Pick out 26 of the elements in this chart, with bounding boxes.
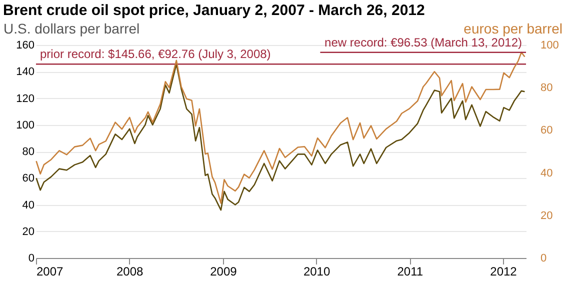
y2-axis-title: euros per barrel: [464, 20, 562, 36]
y2-tick-label: 100: [540, 40, 559, 52]
y2-tick-label: 40: [540, 167, 553, 180]
ref-line-label: new record: €96.53 (March 13, 2012): [324, 35, 522, 50]
ref-line-label: prior record: $145.66, €92.76 (July 3, 2008): [40, 47, 271, 62]
y-axis-title: U.S. dollars per barrel: [4, 20, 140, 36]
x-tick-label: 2010: [303, 264, 330, 278]
y-tick-label: 20: [22, 226, 34, 238]
y-tick-label: 0: [28, 252, 34, 264]
y-tick-label: 120: [16, 92, 34, 105]
y2-tick-label: 20: [540, 210, 553, 222]
y-tick-label: 100: [16, 119, 34, 132]
x-tick-label: 2009: [210, 264, 238, 278]
chart-title: Brent crude oil spot price, January 2, 2007 - March 26, 2012: [3, 2, 425, 19]
y2-tick-label: 80: [540, 82, 553, 94]
y-tick-label: 40: [22, 199, 34, 212]
y-tick-label: 140: [16, 66, 34, 78]
y-tick-label: 80: [22, 146, 34, 158]
y-tick-label: 60: [22, 172, 34, 185]
y2-tick-label: 0: [540, 252, 547, 264]
y-tick-label: 160: [16, 40, 34, 52]
x-tick-label: 2011: [397, 264, 424, 278]
y2-tick-label: 60: [540, 124, 553, 137]
x-tick-label: 2008: [116, 264, 144, 278]
x-tick-label: 2007: [36, 264, 64, 278]
x-tick-label: 2012: [490, 264, 518, 278]
